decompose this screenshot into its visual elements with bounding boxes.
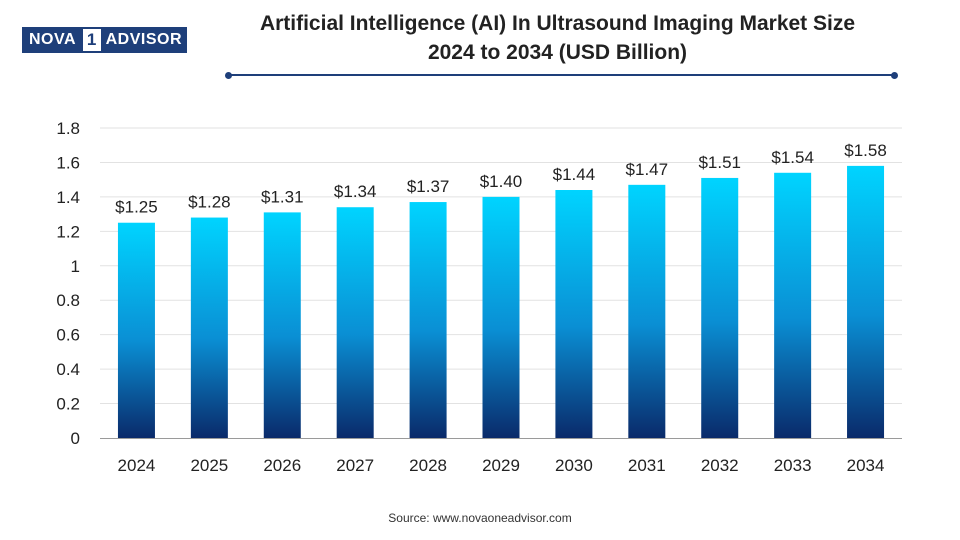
bar-2028 [409, 202, 447, 438]
brand-logo-left: NOVA [24, 29, 82, 51]
brand-logo: NOVA 1 ADVISOR [22, 27, 187, 53]
y-tick-label: 1.8 [56, 119, 80, 138]
chart-title-line-1: Artificial Intelligence (AI) In Ultrasou… [259, 12, 856, 35]
x-tick-label: 2031 [628, 456, 666, 475]
y-tick-label: 0.6 [56, 326, 80, 345]
data-label: $1.25 [115, 198, 158, 217]
y-tick-label: 0.4 [56, 360, 80, 379]
title-divider-dot-right [891, 72, 898, 79]
data-label: $1.44 [553, 165, 596, 184]
data-label: $1.40 [480, 172, 523, 191]
x-tick-label: 2033 [774, 456, 812, 475]
bar-2025 [190, 217, 228, 438]
x-tick-label: 2027 [336, 456, 374, 475]
y-tick-label: 1.6 [56, 153, 80, 172]
bar-2032 [701, 177, 739, 438]
x-tick-label: 2028 [409, 456, 447, 475]
source-note: Source: www.novaoneadvisor.com [388, 511, 572, 525]
x-tick-label: 2034 [847, 456, 885, 475]
data-label: $1.37 [407, 177, 450, 196]
bar-2030 [555, 190, 593, 438]
y-tick-label: 1 [71, 257, 80, 276]
y-tick-label: 0.2 [56, 395, 80, 414]
data-label: $1.31 [261, 187, 304, 206]
title-divider-dot-left [225, 72, 232, 79]
data-label: $1.28 [188, 193, 231, 212]
data-label: $1.54 [771, 148, 814, 167]
bar-2027 [336, 207, 374, 438]
brand-logo-mid: 1 [81, 29, 103, 51]
x-tick-label: 2025 [190, 456, 228, 475]
data-label: $1.47 [626, 160, 669, 179]
y-tick-label: 1.4 [56, 188, 80, 207]
brand-logo-right: ADVISOR [102, 29, 185, 51]
data-label: $1.58 [844, 141, 887, 160]
chart-title: Artificial Intelligence (AI) In Ultrasou… [205, 9, 910, 67]
y-tick-label: 0.8 [56, 291, 80, 310]
bar-2026 [263, 212, 301, 438]
data-label: $1.51 [698, 153, 741, 172]
bar-2024 [117, 222, 155, 438]
x-tick-label: 2024 [118, 456, 156, 475]
bar-2033 [774, 172, 812, 438]
title-divider-line [229, 74, 894, 76]
x-tick-label: 2026 [263, 456, 301, 475]
y-tick-label: 1.2 [56, 222, 80, 241]
bar-2029 [482, 196, 520, 438]
x-tick-label: 2029 [482, 456, 520, 475]
y-tick-label: 0 [71, 429, 80, 448]
bar-2034 [847, 165, 885, 438]
data-label: $1.34 [334, 182, 377, 201]
x-tick-label: 2030 [555, 456, 593, 475]
x-tick-label: 2032 [701, 456, 739, 475]
title-divider [225, 72, 898, 79]
bar-2031 [628, 184, 666, 438]
chart-title-line-2: 2024 to 2034 (USD Billion) [427, 41, 688, 64]
